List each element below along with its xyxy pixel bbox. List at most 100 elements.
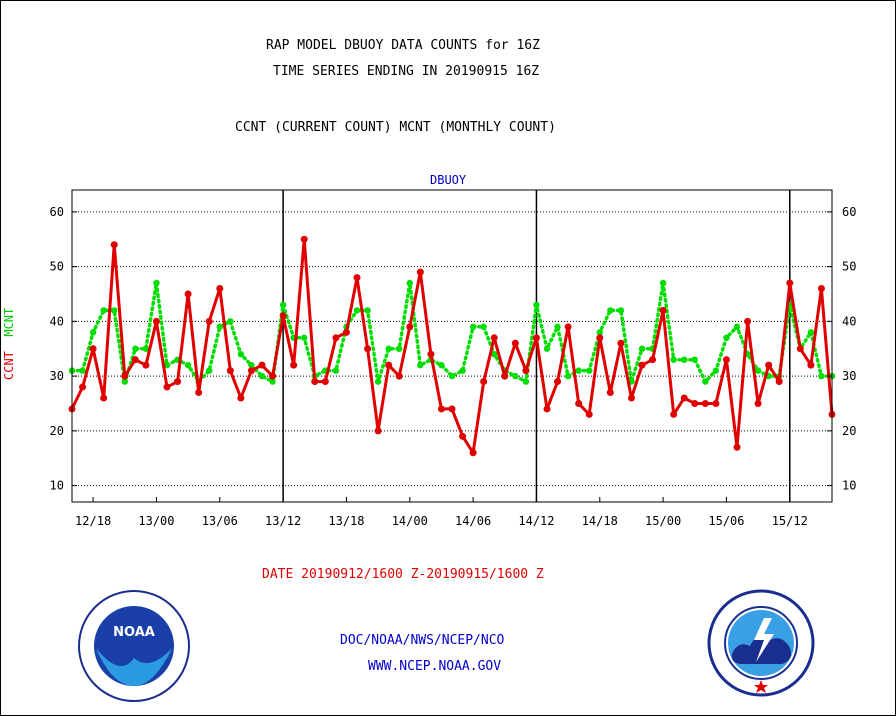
- ccnt-point: [321, 378, 329, 386]
- mcnt-point: [237, 351, 245, 358]
- y-tick-labels: 10 10 20 20 30 30 40 40 50 50 60 60: [50, 205, 857, 493]
- ccnt-point: [490, 334, 498, 342]
- ccnt-point: [564, 323, 572, 331]
- ccnt-point: [121, 372, 129, 380]
- series-line-ccnt: [70, 237, 834, 455]
- y-tick-label-left: 30: [50, 369, 64, 383]
- mcnt-point: [89, 329, 97, 336]
- credit-line-1: DOC/NOAA/NWS/NCEP/NCO: [340, 633, 505, 648]
- ccnt-point: [733, 443, 741, 451]
- ccnt-point: [543, 405, 551, 413]
- y-tick-label-left: 40: [50, 314, 64, 328]
- mcnt-point: [111, 307, 118, 314]
- y-tick-label-right: 20: [842, 424, 856, 438]
- mcnt-point: [702, 378, 709, 385]
- mcnt-point: [512, 372, 519, 380]
- mcnt-point: [564, 372, 572, 380]
- mcnt-point: [132, 345, 139, 352]
- ccnt-point: [744, 317, 752, 325]
- series-layer: [68, 235, 836, 457]
- ccnt-point: [247, 367, 255, 375]
- ccnt-point: [554, 378, 562, 386]
- y-tick-label-left: 50: [50, 260, 64, 274]
- ccnt-point: [701, 399, 709, 407]
- mcnt-point: [258, 372, 266, 380]
- mcnt-point: [533, 301, 540, 309]
- ccnt-point: [311, 378, 319, 386]
- ccnt-point: [110, 241, 118, 249]
- mcnt-point: [385, 345, 392, 352]
- mcnt-point: [227, 318, 234, 325]
- plot-border: [71, 189, 833, 503]
- ccnt-point: [680, 394, 688, 402]
- y-tick-label-right: 40: [842, 314, 856, 328]
- y-tick-label-right: 10: [842, 479, 856, 493]
- y-tick-label-left: 20: [50, 424, 64, 438]
- ccnt-point: [775, 378, 783, 386]
- mcnt-point: [554, 323, 561, 331]
- ccnt-point: [205, 317, 213, 325]
- y-tick-label-left: 60: [50, 205, 64, 219]
- ccnt-point: [786, 279, 794, 287]
- x-tick-label: 12/18: [75, 514, 111, 528]
- ccnt-point: [722, 356, 730, 364]
- mcnt-point: [448, 372, 456, 380]
- ccnt-point: [279, 312, 287, 320]
- x-tick-label: 13/12: [265, 514, 301, 528]
- x-tick-label: 15/00: [645, 514, 681, 528]
- mcnt-point: [469, 323, 477, 331]
- y-tick-label-left: 10: [50, 479, 64, 493]
- mcnt-point: [279, 301, 287, 309]
- ccnt-point: [649, 356, 657, 364]
- ccnt-point: [596, 334, 604, 342]
- mcnt-point: [374, 378, 382, 385]
- ccnt-point: [195, 389, 203, 397]
- ccnt-point: [226, 367, 234, 375]
- mcnt-point: [438, 361, 445, 369]
- ccnt-point: [216, 285, 224, 293]
- ccnt-point: [385, 361, 393, 369]
- mcnt-point: [248, 361, 255, 369]
- ccnt-point: [374, 427, 382, 435]
- ccnt-point: [416, 268, 424, 276]
- ccnt-point: [395, 372, 403, 380]
- mcnt-point: [491, 351, 498, 358]
- ccnt-point: [807, 361, 815, 369]
- x-tick-labels: 12/18 13/00 13/06 13/12 13/18 14/00 14/06 14/12…: [75, 497, 808, 528]
- mcnt-point: [712, 367, 720, 374]
- ccnt-point: [627, 394, 635, 402]
- y-tick-label-right: 30: [842, 369, 856, 383]
- mcnt-point: [522, 378, 530, 385]
- mcnt-point: [586, 367, 593, 374]
- mcnt-point: [406, 279, 413, 287]
- noaa-logo-text: NOAA: [113, 625, 155, 640]
- ccnt-point: [765, 361, 773, 369]
- mcnt-point: [638, 345, 646, 352]
- ccnt-point: [511, 339, 519, 347]
- ccnt-point: [142, 361, 150, 369]
- ccnt-point: [575, 399, 583, 407]
- ccnt-point: [469, 449, 477, 457]
- mcnt-point: [364, 307, 371, 314]
- ccnt-point: [342, 328, 350, 336]
- x-tick-label: 14/06: [455, 514, 491, 528]
- mcnt-point: [269, 378, 276, 385]
- y-tick-label-right: 50: [842, 260, 856, 274]
- mcnt-point: [575, 367, 582, 374]
- ccnt-point: [638, 361, 646, 369]
- mcnt-point: [301, 334, 308, 341]
- mcnt-point: [818, 372, 825, 380]
- ccnt-point: [163, 383, 171, 391]
- credit-line-2: WWW.NCEP.NOAA.GOV: [368, 659, 502, 674]
- ccnt-point: [300, 235, 308, 243]
- ccnt-point: [501, 372, 509, 380]
- noaa-logo: NOAA: [78, 590, 190, 702]
- ccnt-point: [670, 410, 678, 418]
- chart-subtitle: CCNT (CURRENT COUNT) MCNT (MONTHLY COUNT…: [235, 120, 556, 135]
- mcnt-point: [142, 345, 150, 352]
- mcnt-point: [681, 356, 688, 363]
- mcnt-point: [459, 367, 466, 374]
- mcnt-point: [807, 329, 815, 336]
- ccnt-point: [152, 317, 160, 325]
- mcnt-point: [153, 279, 160, 287]
